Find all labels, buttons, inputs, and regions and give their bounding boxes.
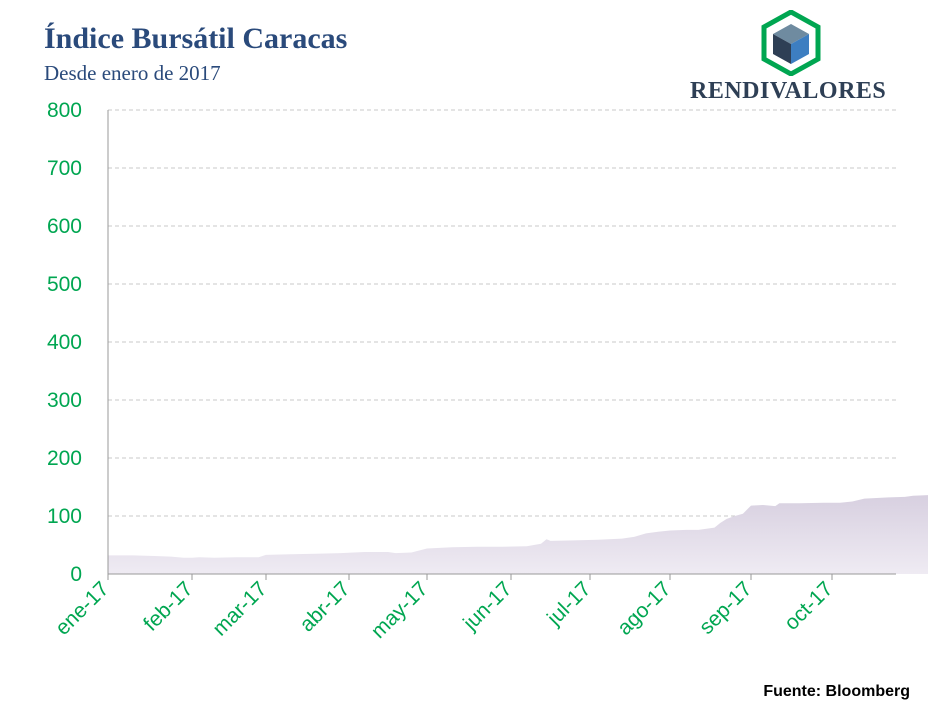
x-tick-label: oct-17 — [780, 577, 838, 635]
x-tick-label: jun-17 — [458, 577, 516, 635]
x-tick-label: ene-17 — [51, 577, 114, 640]
chart-subtitle: Desde enero de 2017 — [44, 61, 221, 85]
x-tick-label: ago-17 — [613, 577, 676, 640]
y-tick-label: 0 — [70, 563, 82, 586]
y-tick-label: 700 — [47, 157, 82, 180]
x-tick-label: mar-17 — [208, 577, 271, 640]
y-tick-label: 200 — [47, 447, 82, 470]
cube-hexagon-icon — [761, 9, 821, 77]
y-tick-label: 500 — [47, 273, 82, 296]
x-tick-label: sep-17 — [695, 577, 757, 639]
y-tick-label: 400 — [47, 331, 82, 354]
index-area-series — [108, 495, 928, 574]
y-tick-label: 300 — [47, 389, 82, 412]
logo-cube-right — [791, 34, 809, 64]
chart-title: Índice Bursátil Caracas — [44, 22, 348, 55]
x-tick-label: abr-17 — [295, 577, 354, 636]
logo-frame — [761, 9, 821, 77]
y-tick-label: 600 — [47, 215, 82, 238]
source-note: Fuente: Bloomberg — [763, 683, 910, 700]
x-tick-label: may-17 — [367, 577, 433, 643]
x-tick-label: feb-17 — [139, 577, 197, 635]
y-tick-label: 800 — [47, 99, 82, 122]
logo-cube-left — [773, 34, 791, 64]
y-tick-label: 100 — [47, 505, 82, 528]
brand-logo-text: RENDIVALORES — [690, 78, 887, 104]
x-tick-label: jul-17 — [542, 577, 595, 630]
